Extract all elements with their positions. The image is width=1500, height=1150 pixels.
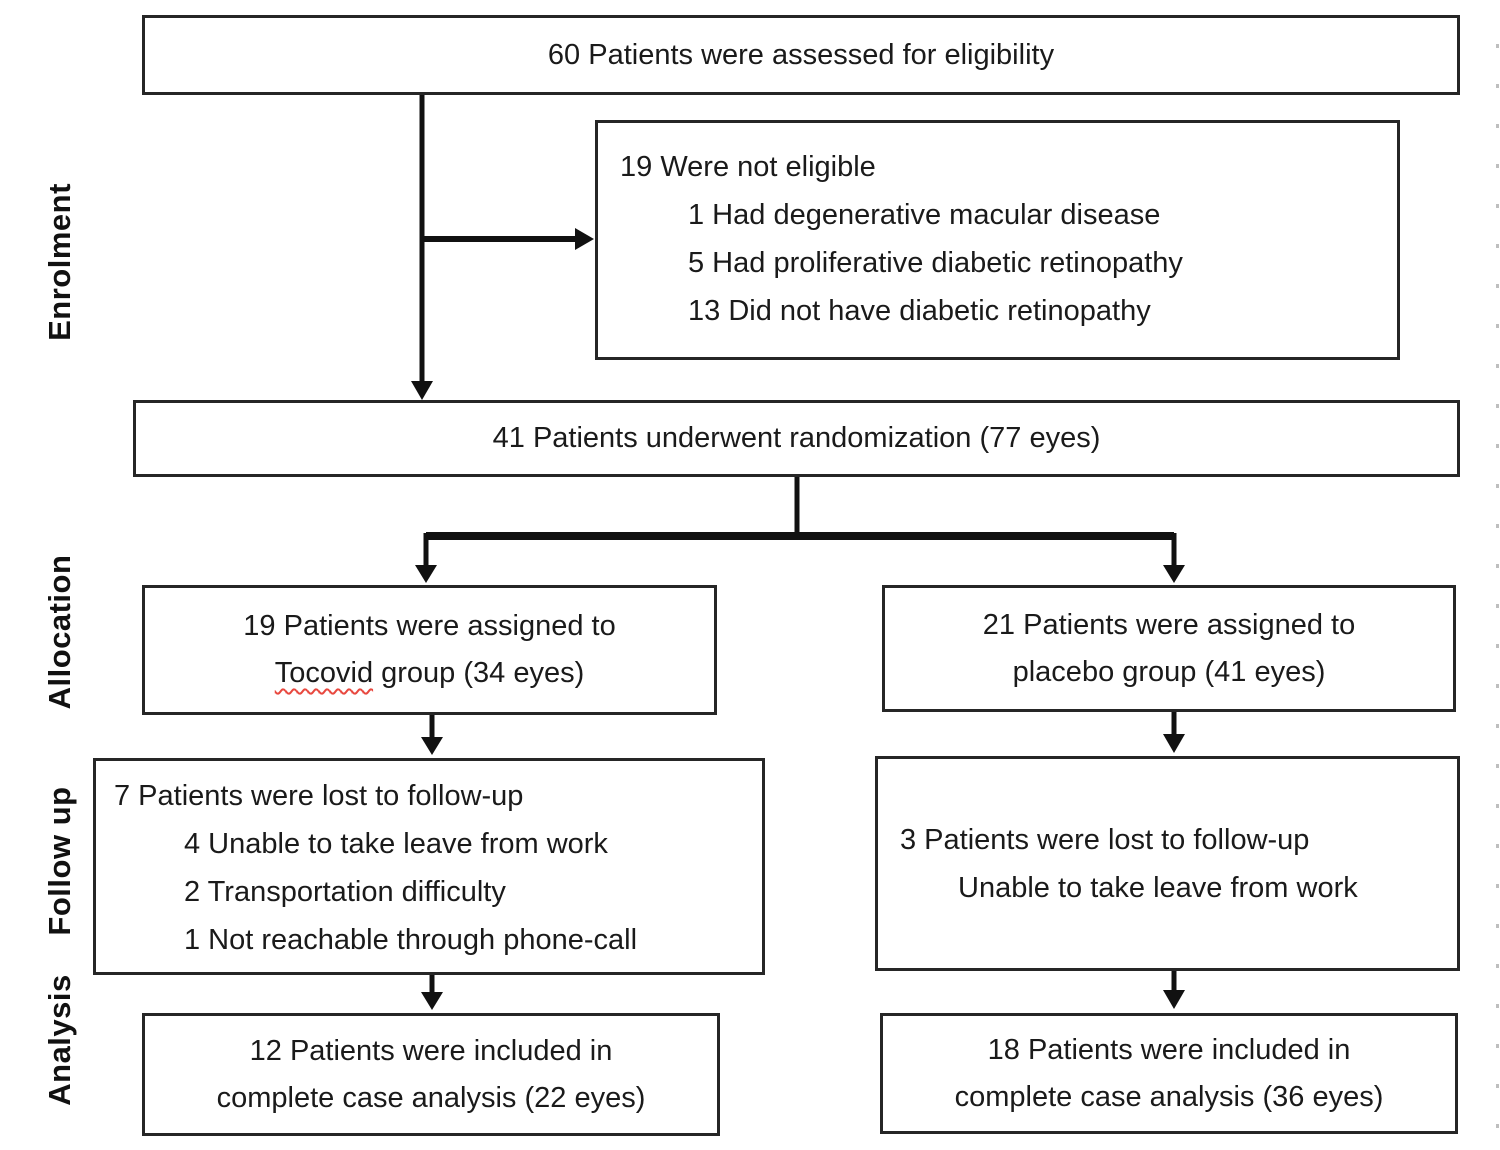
eligibility-box: 60 Patients were assessed for eligibilit… — [142, 15, 1460, 95]
placebo-followup-box: 3 Patients were lost to follow-up Unable… — [875, 756, 1460, 971]
tocovid-followup-reason: 4 Unable to take leave from work — [184, 828, 608, 860]
arrowhead-followup-tocovid — [421, 737, 443, 755]
placebo-followup-reason: Unable to take leave from work — [958, 871, 1358, 904]
eligibility-text: 60 Patients were assessed for eligibilit… — [547, 38, 1055, 71]
tocovid-followup-reason: 1 Not reachable through phone-call — [184, 924, 638, 956]
scan-edge-dots — [1496, 8, 1499, 1150]
stage-label-enrolment: Enrolment — [42, 183, 77, 341]
tocovid-allocation-line1: 19 Patients were assigned to — [243, 610, 616, 642]
tocovid-word-spellcheck: Tocovid — [274, 657, 374, 689]
stage-label-allocation: Allocation — [42, 554, 77, 710]
placebo-analysis-box: 18 Patients were included in complete ca… — [880, 1013, 1458, 1134]
placebo-allocation-line1: 21 Patients were assigned to — [982, 608, 1356, 641]
tocovid-followup-box: 7 Patients were lost to follow-up 4 Unab… — [93, 758, 765, 975]
arrowhead-followup-placebo — [1163, 734, 1185, 753]
arrowhead-analysis-placebo — [1163, 990, 1185, 1009]
placebo-allocation-box: 21 Patients were assigned to placebo gro… — [882, 585, 1456, 712]
randomization-text: 41 Patients underwent randomization (77 … — [492, 422, 1101, 454]
arrowhead-analysis-tocovid — [421, 992, 443, 1010]
tocovid-analysis-box: 12 Patients were included in complete ca… — [142, 1013, 720, 1136]
tocovid-allocation-line2: Tocovid group (34 eyes) — [275, 650, 585, 697]
placebo-allocation-line2: placebo group (41 eyes) — [1012, 655, 1326, 688]
tocovid-analysis-line2: complete case analysis (22 eyes) — [216, 1081, 646, 1114]
not-eligible-title: 19 Were not eligible — [620, 151, 876, 183]
tocovid-analysis-line1: 12 Patients were included in — [249, 1034, 613, 1067]
stage-label-analysis: Analysis — [42, 974, 77, 1106]
placebo-followup-title: 3 Patients were lost to follow-up — [900, 823, 1310, 856]
randomization-box: 41 Patients underwent randomization (77 … — [133, 400, 1460, 477]
not-eligible-reason: 1 Had degenerative macular disease — [688, 199, 1161, 231]
tocovid-followup-reason: 2 Transportation difficulty — [184, 876, 506, 908]
not-eligible-reason: 13 Did not have diabetic retinopathy — [688, 295, 1151, 327]
placebo-analysis-line1: 18 Patients were included in — [987, 1033, 1351, 1066]
arrowhead-alloc-placebo — [1163, 565, 1185, 583]
arrowhead-not-eligible — [575, 228, 594, 250]
tocovid-allocation-line2-rest: group (34 eyes) — [373, 657, 585, 689]
not-eligible-reason: 5 Had proliferative diabetic retinopathy — [688, 247, 1183, 279]
placebo-analysis-line2: complete case analysis (36 eyes) — [954, 1080, 1384, 1113]
not-eligible-box: 19 Were not eligible 1 Had degenerative … — [595, 120, 1400, 360]
arrowhead-alloc-tocovid — [415, 565, 437, 583]
arrowhead-randomization — [411, 381, 433, 400]
stage-label-follow-up: Follow up — [42, 786, 77, 936]
tocovid-followup-title: 7 Patients were lost to follow-up — [114, 780, 524, 812]
tocovid-allocation-box: 19 Patients were assigned to Tocovid gro… — [142, 585, 717, 715]
